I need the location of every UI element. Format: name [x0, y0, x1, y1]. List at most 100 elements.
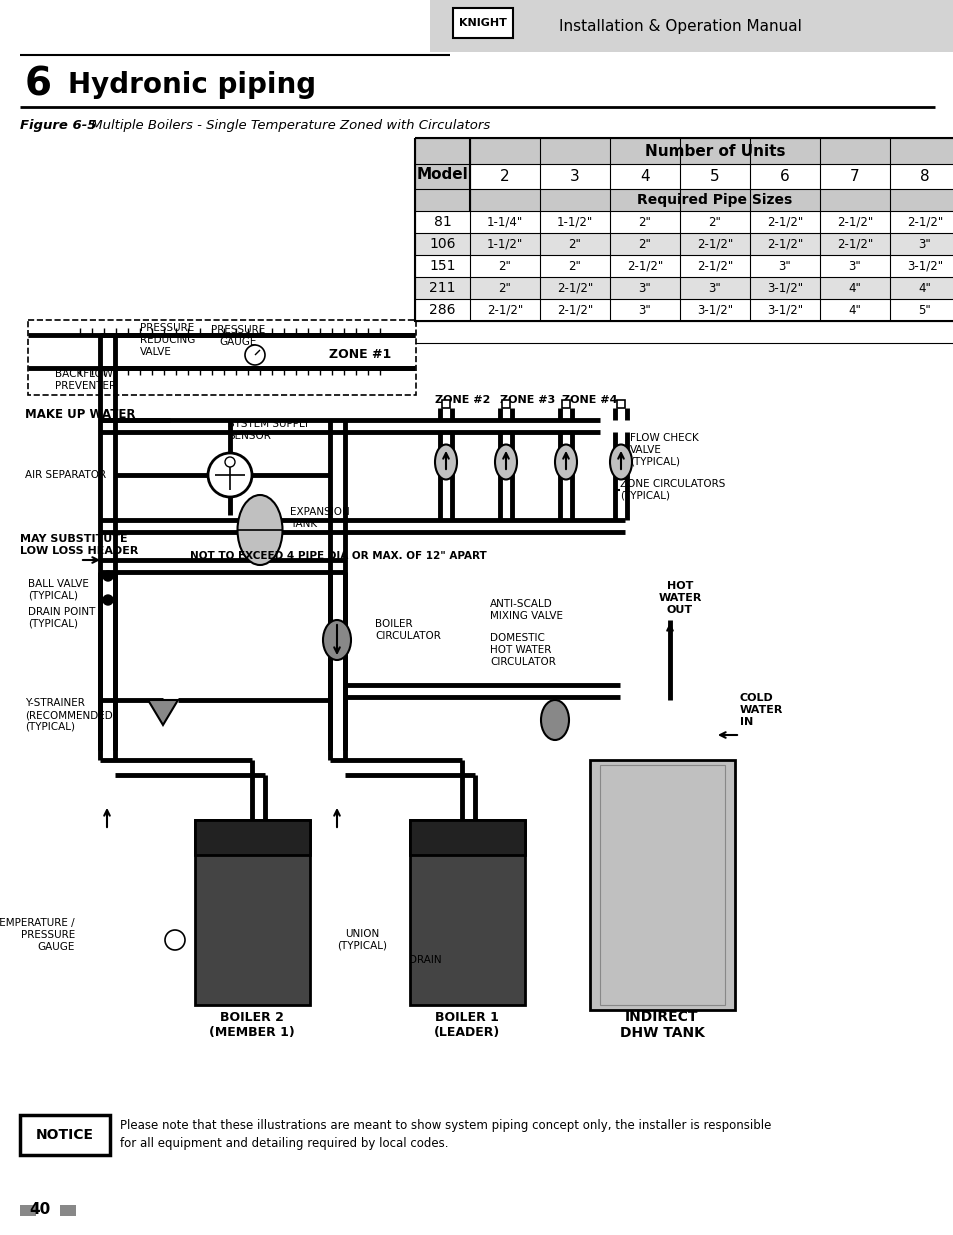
Bar — [470, 189, 953, 211]
Text: ZONE #1: ZONE #1 — [329, 348, 391, 362]
Text: BALL VALVE
(TYPICAL): BALL VALVE (TYPICAL) — [28, 579, 89, 600]
Text: PRESSURE
REDUCING
VALVE: PRESSURE REDUCING VALVE — [140, 324, 195, 357]
Text: 7: 7 — [849, 169, 859, 184]
Bar — [410, 820, 524, 855]
Bar — [470, 164, 953, 189]
Polygon shape — [148, 700, 178, 725]
Bar — [415, 138, 953, 321]
Ellipse shape — [435, 445, 456, 479]
Text: Required Pipe Sizes: Required Pipe Sizes — [637, 193, 792, 207]
Text: DOMESTIC
HOT WATER
CIRCULATOR: DOMESTIC HOT WATER CIRCULATOR — [490, 634, 556, 667]
Bar — [430, 0, 953, 52]
Text: SYSTEM SUPPLY
SENSOR: SYSTEM SUPPLY SENSOR — [228, 419, 310, 441]
Text: COLD
WATER
IN: COLD WATER IN — [740, 693, 782, 726]
Text: KNIGHT: KNIGHT — [458, 19, 506, 28]
Text: ZONE #4: ZONE #4 — [561, 395, 617, 405]
Text: BACKFLOW
PREVENTER: BACKFLOW PREVENTER — [55, 369, 116, 390]
Bar — [501, 400, 510, 408]
Text: 2-1/2": 2-1/2" — [557, 282, 593, 294]
Text: 1-1/4": 1-1/4" — [486, 215, 522, 228]
Text: ZONE #2: ZONE #2 — [435, 395, 490, 405]
Text: 2-1/2": 2-1/2" — [836, 215, 872, 228]
Text: Y-STRAINER
(RECOMMENDED)
(TYPICAL): Y-STRAINER (RECOMMENDED) (TYPICAL) — [25, 699, 116, 731]
Text: 2-1/2": 2-1/2" — [486, 304, 522, 316]
Text: 3": 3" — [638, 282, 651, 294]
Text: 3-1/2": 3-1/2" — [766, 304, 802, 316]
Text: 4": 4" — [847, 304, 861, 316]
Text: 2": 2" — [568, 259, 580, 273]
Text: 2-1/2": 2-1/2" — [906, 215, 943, 228]
Text: 3": 3" — [848, 259, 861, 273]
Circle shape — [103, 571, 112, 580]
Text: Hydronic piping: Hydronic piping — [68, 70, 315, 99]
Text: 3": 3" — [778, 259, 791, 273]
Bar — [410, 820, 524, 1005]
Text: 2": 2" — [638, 237, 651, 251]
Text: INDIRECT
DHW TANK: INDIRECT DHW TANK — [618, 1010, 703, 1040]
Bar — [60, 1205, 76, 1216]
Text: 2": 2" — [498, 259, 511, 273]
Bar — [194, 820, 310, 1005]
Bar — [415, 277, 953, 299]
Text: 3": 3" — [638, 304, 651, 316]
Text: Installation & Operation Manual: Installation & Operation Manual — [558, 19, 801, 33]
Text: Please note that these illustrations are meant to show system piping concept onl: Please note that these illustrations are… — [120, 1119, 771, 1131]
Text: 2-1/2": 2-1/2" — [836, 237, 872, 251]
Text: 2-1/2": 2-1/2" — [557, 304, 593, 316]
Bar — [453, 7, 513, 38]
Text: DRAIN POINT
(TYPICAL): DRAIN POINT (TYPICAL) — [28, 608, 95, 629]
Text: 2": 2" — [638, 215, 651, 228]
Text: TEMPERATURE /
PRESSURE
GAUGE: TEMPERATURE / PRESSURE GAUGE — [0, 919, 75, 952]
Text: HOT
WATER
OUT: HOT WATER OUT — [658, 582, 701, 615]
Bar — [415, 299, 953, 321]
Bar — [415, 211, 953, 233]
Text: 5: 5 — [709, 169, 720, 184]
Text: 3": 3" — [708, 282, 720, 294]
Text: 4: 4 — [639, 169, 649, 184]
Text: 8: 8 — [920, 169, 929, 184]
Text: UNION
(TYPICAL): UNION (TYPICAL) — [336, 929, 387, 951]
Text: DRAIN: DRAIN — [408, 955, 441, 965]
Text: Figure 6-5: Figure 6-5 — [20, 120, 96, 132]
Bar — [194, 820, 310, 855]
Text: MAKE UP WATER: MAKE UP WATER — [25, 409, 135, 421]
Text: Multiple Boilers - Single Temperature Zoned with Circulators: Multiple Boilers - Single Temperature Zo… — [87, 120, 490, 132]
Text: 1-1/2": 1-1/2" — [486, 237, 522, 251]
Text: 211: 211 — [429, 282, 456, 295]
Text: 2-1/2": 2-1/2" — [696, 237, 732, 251]
Bar — [561, 400, 569, 408]
Ellipse shape — [555, 445, 577, 479]
Text: ANTI-SCALD
MIXING VALVE: ANTI-SCALD MIXING VALVE — [490, 599, 562, 621]
Text: ZONE #3: ZONE #3 — [499, 395, 555, 405]
Bar — [28, 320, 416, 395]
Circle shape — [208, 453, 252, 496]
Ellipse shape — [495, 445, 517, 479]
Text: BOILER 1
(LEADER): BOILER 1 (LEADER) — [434, 1011, 499, 1039]
Text: 3: 3 — [570, 169, 579, 184]
Text: NOTICE: NOTICE — [36, 1128, 94, 1142]
Text: AIR SEPARATOR: AIR SEPARATOR — [25, 471, 106, 480]
Text: 2-1/2": 2-1/2" — [696, 259, 732, 273]
Text: FLOW CHECK
VALVE
(TYPICAL): FLOW CHECK VALVE (TYPICAL) — [629, 433, 698, 467]
Bar — [589, 760, 734, 1010]
Text: 2-1/2": 2-1/2" — [626, 259, 662, 273]
Text: 3": 3" — [918, 237, 930, 251]
Ellipse shape — [540, 700, 568, 740]
Text: 6: 6 — [780, 169, 789, 184]
Text: 2": 2" — [708, 215, 720, 228]
Text: 4": 4" — [918, 282, 930, 294]
Text: 286: 286 — [429, 303, 456, 317]
Text: Model: Model — [416, 167, 468, 182]
Text: 2: 2 — [499, 169, 509, 184]
Text: EXPANSION
TANK: EXPANSION TANK — [290, 508, 350, 529]
Text: BOILER
CIRCULATOR: BOILER CIRCULATOR — [375, 619, 440, 641]
Text: 3-1/2": 3-1/2" — [906, 259, 943, 273]
Circle shape — [225, 457, 234, 467]
Text: 4": 4" — [847, 282, 861, 294]
Text: 81: 81 — [434, 215, 451, 228]
Text: 2": 2" — [498, 282, 511, 294]
Ellipse shape — [237, 495, 282, 564]
Bar — [20, 1115, 110, 1155]
Text: ZONE CIRCULATORS
(TYPICAL): ZONE CIRCULATORS (TYPICAL) — [619, 479, 724, 501]
Text: Number of Units: Number of Units — [644, 143, 784, 158]
